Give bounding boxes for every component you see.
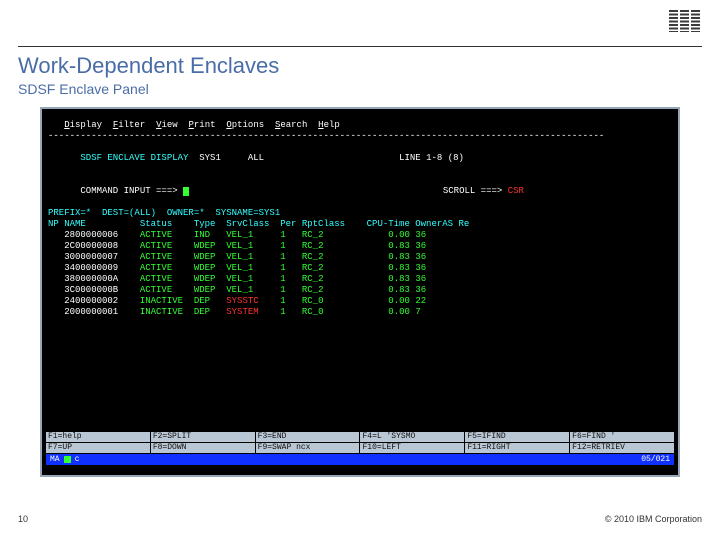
fkey-row-2: F7=UPF8=DOWNF9=SWAP ncxF10=LEFTF11=RIGHT… bbox=[46, 443, 674, 453]
page-number: 10 bbox=[18, 514, 28, 524]
slide: Work-Dependent Enclaves SDSF Enclave Pan… bbox=[0, 0, 720, 540]
enclave-row[interactable]: 2000000001 INACTIVE DEP SYSTEM 1 RC_0 0.… bbox=[42, 307, 678, 318]
panel-header: SDSF ENCLAVE DISPLAY SYS1 ALL LINE 1-8 (… bbox=[42, 142, 678, 175]
panel-lineinfo: LINE 1-8 (8) bbox=[399, 153, 464, 163]
menu-item[interactable]: Filter bbox=[113, 120, 145, 130]
menu-item[interactable]: Search bbox=[275, 120, 307, 130]
enclave-row[interactable]: 2C00000008 ACTIVE WDEP VEL_1 1 RC_2 0.83… bbox=[42, 241, 678, 252]
slide-footer: 10 © 2010 IBM Corporation bbox=[18, 514, 702, 524]
panel-scope: ALL bbox=[248, 153, 264, 163]
blank-top bbox=[42, 109, 678, 120]
enclave-row[interactable]: 3C0000000B ACTIVE WDEP VEL_1 1 RC_2 0.83… bbox=[42, 285, 678, 296]
fkey-f10[interactable]: F10=LEFT bbox=[360, 443, 464, 453]
enclave-row[interactable]: 3000000007 ACTIVE WDEP VEL_1 1 RC_2 0.83… bbox=[42, 252, 678, 263]
function-keys: F1=helpF2=SPLITF3=ENDF4=L 'SYSMOF5=IFIND… bbox=[42, 432, 678, 465]
fkey-f11[interactable]: F11=RIGHT bbox=[465, 443, 569, 453]
enclave-row[interactable]: 3400000009 ACTIVE WDEP VEL_1 1 RC_2 0.83… bbox=[42, 263, 678, 274]
command-label: COMMAND INPUT ===> bbox=[80, 186, 177, 196]
fkey-f6[interactable]: F6=FIND ' bbox=[570, 432, 674, 442]
panel-name: SDSF ENCLAVE DISPLAY bbox=[80, 153, 188, 163]
menu-item[interactable]: Help bbox=[318, 120, 340, 130]
command-line[interactable]: COMMAND INPUT ===> SCROLL ===> CSR bbox=[42, 175, 678, 208]
prefix-line: PREFIX=* DEST=(ALL) OWNER=* SYSNAME=SYS1 bbox=[42, 208, 678, 219]
fkey-row-1: F1=helpF2=SPLITF3=ENDF4=L 'SYSMOF5=IFIND… bbox=[46, 432, 674, 442]
fkey-f2[interactable]: F2=SPLIT bbox=[151, 432, 255, 442]
slide-title: Work-Dependent Enclaves bbox=[18, 53, 702, 79]
scroll-label: SCROLL ===> bbox=[443, 186, 502, 196]
fkey-f8[interactable]: F8=DOWN bbox=[151, 443, 255, 453]
status-mid: c bbox=[75, 454, 80, 465]
enclave-rows: 2800000006 ACTIVE IND VEL_1 1 RC_2 0.00 … bbox=[42, 230, 678, 318]
header-rule bbox=[18, 46, 702, 47]
fkey-f3[interactable]: F3=END bbox=[256, 432, 360, 442]
enclave-row[interactable]: 2800000006 ACTIVE IND VEL_1 1 RC_2 0.00 … bbox=[42, 230, 678, 241]
fkey-f12[interactable]: F12=RETRIEV bbox=[570, 443, 674, 453]
enclave-row[interactable]: 380000000A ACTIVE WDEP VEL_1 1 RC_2 0.83… bbox=[42, 274, 678, 285]
panel-sys: SYS1 bbox=[199, 153, 221, 163]
fkey-f1[interactable]: F1=help bbox=[46, 432, 150, 442]
menu-item[interactable]: View bbox=[156, 120, 178, 130]
copyright: © 2010 IBM Corporation bbox=[605, 514, 702, 524]
status-right: 05/021 bbox=[641, 454, 670, 465]
status-left: MA bbox=[50, 454, 60, 465]
menu-bar[interactable]: Display Filter View Print Options Search… bbox=[42, 120, 678, 131]
menu-item[interactable]: Display bbox=[64, 120, 102, 130]
fkey-f9[interactable]: F9=SWAP ncx bbox=[256, 443, 360, 453]
enclave-row[interactable]: 2400000002 INACTIVE DEP SYSSTC 1 RC_0 0.… bbox=[42, 296, 678, 307]
sdsf-terminal[interactable]: Display Filter View Print Options Search… bbox=[40, 107, 680, 477]
fkey-f4[interactable]: F4=L 'SYSMO bbox=[360, 432, 464, 442]
status-bar: MA c 05/021 bbox=[46, 454, 674, 465]
menu-item[interactable]: Options bbox=[226, 120, 264, 130]
menu-item[interactable]: Print bbox=[188, 120, 215, 130]
slide-subtitle: SDSF Enclave Panel bbox=[18, 81, 702, 97]
menu-divider: ----------------------------------------… bbox=[42, 131, 678, 142]
fkey-f5[interactable]: F5=IFIND bbox=[465, 432, 569, 442]
ibm-logo bbox=[669, 10, 700, 32]
scroll-value[interactable]: CSR bbox=[508, 186, 524, 196]
column-headers: NP NAME Status Type SrvClass Per RptClas… bbox=[42, 219, 678, 230]
fkey-f7[interactable]: F7=UP bbox=[46, 443, 150, 453]
status-indicator-icon bbox=[64, 456, 71, 463]
